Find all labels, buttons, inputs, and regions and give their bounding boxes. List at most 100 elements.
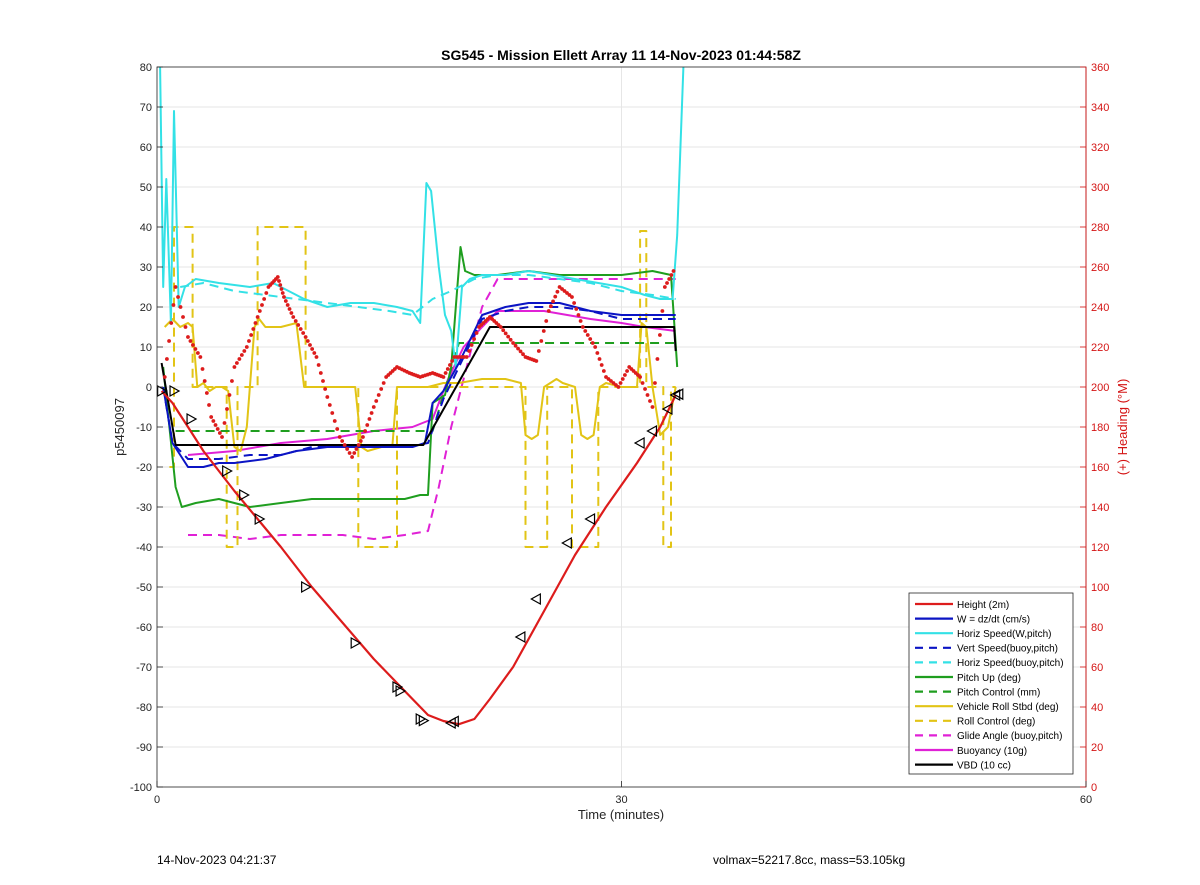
x-tick-label: 60 xyxy=(1080,794,1092,806)
heading-point xyxy=(191,343,195,347)
heading-point xyxy=(176,295,180,299)
heading-point xyxy=(356,443,361,447)
heading-point xyxy=(253,321,258,325)
height-marker xyxy=(169,384,181,398)
heading-point xyxy=(588,337,593,341)
height-marker xyxy=(418,714,430,727)
heading-point xyxy=(544,319,549,323)
heading-point xyxy=(230,379,234,383)
series-layer xyxy=(159,66,685,726)
y2-tick-label: 60 xyxy=(1091,662,1103,674)
heading-point xyxy=(321,379,325,383)
y-tick-label: 20 xyxy=(140,302,152,314)
heading-point xyxy=(181,315,185,319)
heading-point xyxy=(518,349,523,354)
heading-point xyxy=(220,435,224,439)
heading-point xyxy=(167,339,171,343)
heading-point xyxy=(643,387,647,391)
y-tick-label: 80 xyxy=(140,62,152,74)
heading-point xyxy=(667,277,672,281)
heading-point xyxy=(282,295,286,299)
legend-label-roll-control-deg: Roll Control (deg) xyxy=(957,717,1035,728)
height-marker xyxy=(222,464,233,478)
y2-tick-label: 140 xyxy=(1091,502,1109,514)
heading-point xyxy=(217,431,222,435)
heading-point xyxy=(669,273,674,277)
heading-point xyxy=(618,381,623,385)
heading-point xyxy=(548,304,553,309)
heading-point xyxy=(590,341,595,345)
legend-label-horiz-speed-buoy-pitch: Horiz Speed(buoy,pitch) xyxy=(957,658,1064,669)
heading-point xyxy=(379,387,384,391)
height-marker xyxy=(669,388,681,402)
heading-point xyxy=(277,279,281,283)
heading-point xyxy=(215,427,220,431)
heading-point xyxy=(211,419,216,423)
heading-point xyxy=(381,381,386,385)
heading-point xyxy=(638,375,642,379)
heading-point xyxy=(234,361,239,365)
y-tick-label: 30 xyxy=(140,262,152,274)
heading-point xyxy=(316,363,321,367)
heading-point xyxy=(595,351,600,355)
heading-point xyxy=(350,455,354,459)
heading-point xyxy=(583,329,588,333)
right-axis-ticks: 0 20 40 60 80 100 120 140 160 180 200 220 240 260 280 3… xyxy=(1080,62,1109,794)
heading-point xyxy=(371,405,376,409)
heading-point xyxy=(232,365,237,369)
heading-point xyxy=(534,359,539,363)
heading-point xyxy=(574,307,579,311)
series-line-height-2m xyxy=(160,390,677,726)
heading-point xyxy=(298,327,303,331)
heading-point xyxy=(162,375,167,379)
height-marker xyxy=(157,384,168,398)
heading-point xyxy=(358,439,363,443)
heading-point xyxy=(655,357,660,361)
heading-point xyxy=(572,301,577,305)
height-marker xyxy=(672,388,684,401)
heading-point xyxy=(255,315,260,319)
heading-point xyxy=(665,281,669,285)
heading-point xyxy=(278,283,283,287)
heading-point xyxy=(323,387,328,391)
heading-point xyxy=(305,339,310,343)
y2-tick-label: 160 xyxy=(1091,462,1109,474)
series-line-horiz-speed-w-pitch xyxy=(159,66,685,368)
heading-point xyxy=(303,335,308,339)
heading-point xyxy=(165,357,169,361)
heading-point xyxy=(200,367,205,371)
heading-point xyxy=(570,295,574,299)
height-marker xyxy=(301,580,312,594)
heading-point xyxy=(506,334,511,339)
y2-tick-label: 40 xyxy=(1091,702,1103,714)
heading-point xyxy=(580,325,585,329)
heading-point xyxy=(365,423,370,427)
heading-point xyxy=(578,319,583,323)
y-tick-label: -50 xyxy=(136,582,152,594)
legend-label-w-dz-dt-cm-s: W = dz/dt (cm/s) xyxy=(957,614,1030,625)
y-tick-label: -80 xyxy=(136,702,152,714)
heading-point xyxy=(178,305,183,309)
y-tick-label: -30 xyxy=(136,502,152,514)
heading-point xyxy=(648,399,652,403)
heading-point xyxy=(244,345,249,349)
heading-point xyxy=(513,343,518,348)
heading-point xyxy=(576,313,581,317)
heading-point xyxy=(445,367,450,371)
heading-point xyxy=(251,327,256,331)
y2-tick-label: 0 xyxy=(1091,782,1097,794)
heading-point xyxy=(342,443,347,447)
series-line-vbd-10-cc xyxy=(160,326,677,446)
y-tick-label: -70 xyxy=(136,662,152,674)
heading-point xyxy=(555,289,560,294)
heading-point xyxy=(469,343,474,347)
heading-point xyxy=(345,447,350,451)
left-axis-ticks: -100-90-80-70-60-50-40-30-20-10010203040… xyxy=(130,62,163,794)
heading-point xyxy=(249,333,254,337)
heading-point xyxy=(279,287,284,291)
heading-point xyxy=(374,399,379,403)
legend-label-vbd-10-cc: VBD (10 cc) xyxy=(957,760,1011,771)
heading-point xyxy=(660,309,665,313)
y-tick-label: 40 xyxy=(140,222,152,234)
heading-point xyxy=(340,439,345,443)
